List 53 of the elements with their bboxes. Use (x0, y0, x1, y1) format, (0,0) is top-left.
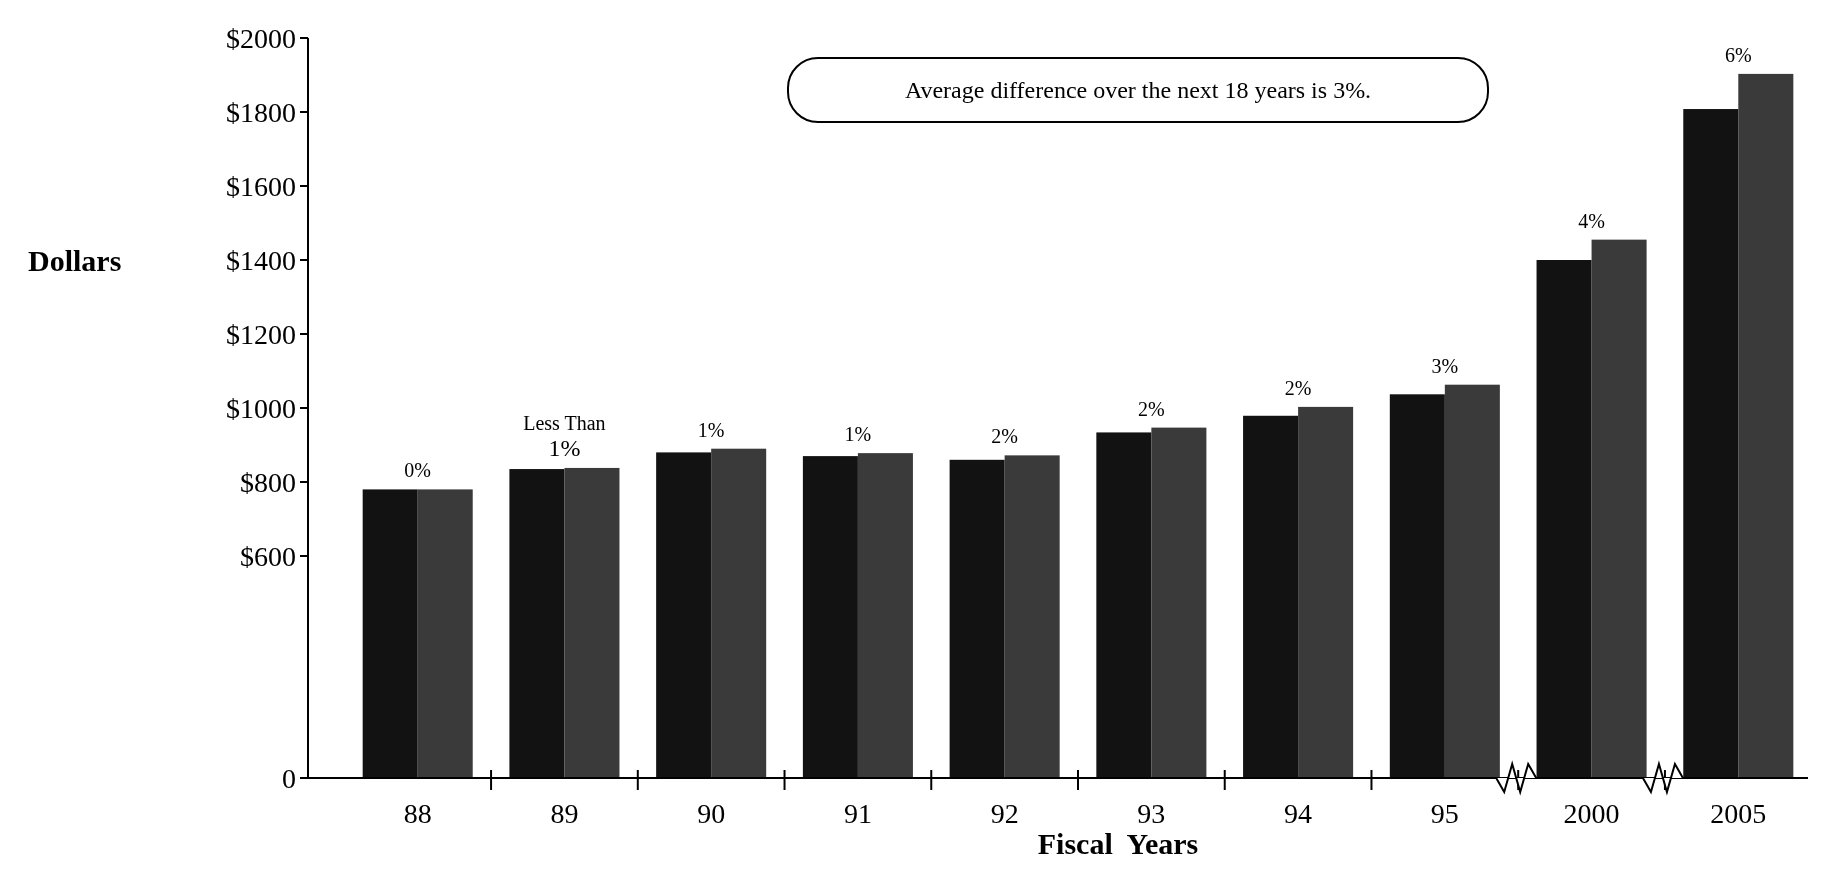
bar (1444, 384, 1500, 778)
bar (1096, 432, 1152, 778)
x-tick-label: 95 (1430, 798, 1459, 829)
bar (509, 469, 565, 778)
bar (1004, 455, 1060, 778)
bar (656, 452, 712, 778)
bar (362, 489, 418, 778)
bar (417, 489, 473, 778)
y-tick-label: 0 (282, 762, 296, 794)
y-tick-label: $2000 (226, 22, 296, 54)
x-tick-label: 91 (843, 798, 872, 829)
bar (949, 459, 1005, 778)
bar (1298, 406, 1354, 778)
y-tick-label: $1800 (226, 96, 296, 128)
x-axis-title: Fiscal Years (1037, 827, 1199, 860)
y-tick-label: $1600 (226, 170, 296, 202)
x-tick-label: 2000 (1563, 798, 1620, 829)
annotation: 3% (1431, 354, 1459, 377)
annotation: 2% (1138, 397, 1165, 420)
bar (564, 467, 620, 778)
annotation: 6% (1724, 43, 1752, 66)
y-tick-label: $1200 (226, 318, 296, 350)
x-tick-label: 2005 (1710, 798, 1767, 829)
y-axis-title: Dollars (28, 243, 122, 277)
bar (1536, 260, 1592, 778)
x-tick-label: 90 (697, 798, 726, 829)
annotation: Average difference over the next 18 years is 3%. (904, 77, 1372, 104)
y-tick-label: $1400 (226, 244, 296, 276)
annotation: Less Than 1% (523, 411, 606, 461)
bar (711, 448, 767, 778)
y-tick-label: $600 (240, 540, 296, 572)
annotation: 2% (991, 425, 1018, 448)
bar (1683, 109, 1739, 778)
bar (1738, 73, 1794, 778)
annotation: 4% (1578, 209, 1605, 232)
bar (857, 453, 913, 778)
bar (1243, 415, 1299, 778)
bar (1151, 427, 1207, 778)
x-tick-label: 93 (1137, 798, 1166, 829)
bar (1389, 394, 1445, 778)
annotation: 1% (844, 423, 872, 446)
note-box: Average difference over the next 18 years is 3%. (787, 57, 1489, 123)
bar (802, 456, 858, 778)
y-tick-label: $1000 (226, 392, 296, 424)
x-tick-label: 92 (990, 798, 1019, 829)
x-tick-label: 89 (550, 798, 579, 829)
bar (1591, 239, 1647, 778)
x-tick-label: 88 (403, 798, 432, 829)
annotation: 0% (404, 459, 432, 482)
annotation: 2% (1284, 376, 1312, 399)
y-tick-label: $800 (240, 466, 296, 498)
x-tick-label: 94 (1284, 798, 1313, 829)
annotation: 1% (697, 418, 725, 441)
